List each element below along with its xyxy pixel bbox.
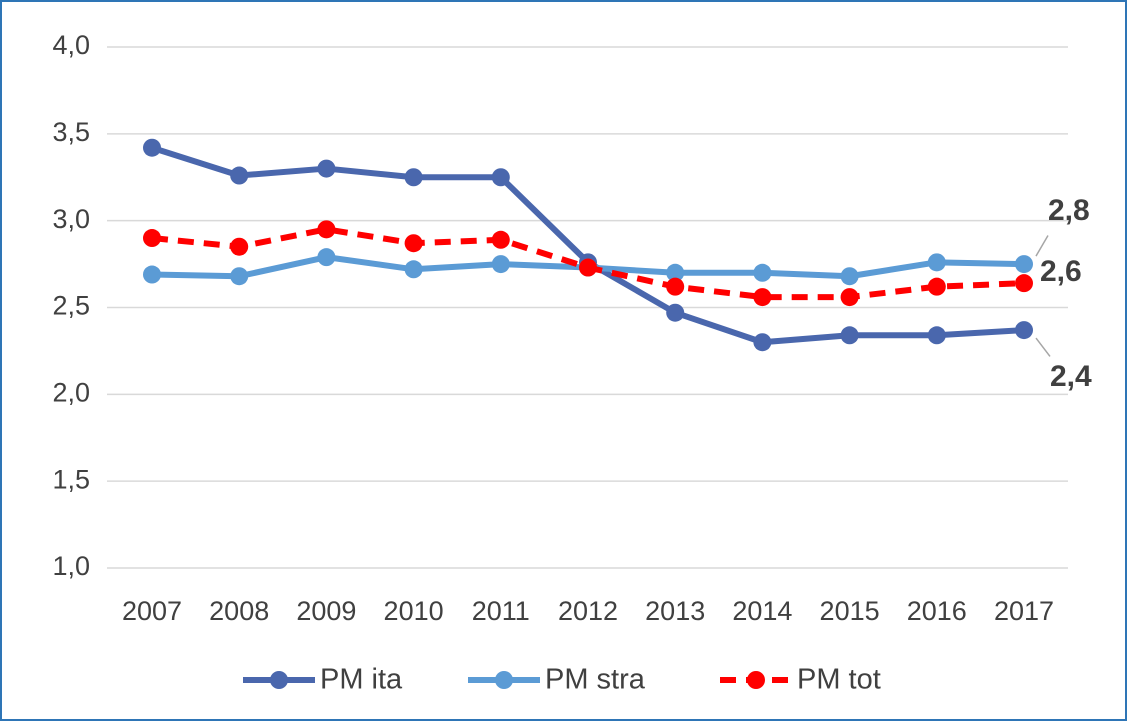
plot-area: 2,4 2,8 2,6 — [143, 138, 1092, 393]
grid: 1,0 1,5 2,0 2,5 3,0 3,5 4,0 2007 2008 2009 2010 201… — [52, 30, 1068, 626]
x-tick-label: 2009 — [296, 596, 356, 626]
data-point — [491, 168, 510, 187]
x-tick-label: 2015 — [820, 596, 880, 626]
y-tick-label: 1,5 — [52, 464, 90, 494]
x-tick-label: 2010 — [384, 596, 444, 626]
leader-line — [1035, 337, 1051, 357]
data-point — [579, 258, 597, 277]
data-point — [927, 326, 946, 345]
data-point — [317, 159, 336, 178]
leader-line — [1035, 235, 1049, 257]
data-point — [666, 263, 685, 282]
data-point — [840, 267, 859, 286]
x-tick-label: 2007 — [122, 596, 182, 626]
data-point — [317, 248, 336, 267]
data-point — [840, 288, 859, 307]
data-point — [404, 260, 423, 279]
y-tick-label: 3,5 — [52, 117, 90, 147]
data-point — [927, 253, 946, 272]
x-tick-label: 2017 — [994, 596, 1054, 626]
x-tick-label: 2016 — [907, 596, 967, 626]
data-point — [666, 303, 685, 322]
legend: PM ita PM stra PM tot — [243, 664, 881, 696]
y-tick-label: 2,0 — [52, 377, 90, 407]
data-point — [491, 230, 510, 249]
data-label: 2,6 — [1040, 255, 1082, 288]
y-tick-label: 3,0 — [52, 204, 90, 234]
data-label: 2,8 — [1048, 194, 1090, 227]
y-tick-label: 4,0 — [52, 30, 90, 60]
legend-marker — [747, 671, 765, 689]
data-point — [1015, 255, 1033, 274]
x-tick-label: 2008 — [209, 596, 269, 626]
legend-label: PM tot — [797, 664, 881, 696]
data-point — [753, 288, 772, 307]
data-point — [404, 168, 423, 187]
x-tick-label: 2013 — [645, 596, 705, 626]
y-tick-label: 1,0 — [52, 551, 90, 581]
legend-marker — [270, 671, 288, 689]
data-point — [143, 138, 161, 157]
data-point — [404, 234, 423, 253]
data-point — [491, 255, 510, 274]
data-point — [927, 277, 946, 296]
y-tick-label: 2,5 — [52, 291, 90, 321]
legend-label: PM stra — [545, 664, 646, 696]
x-tick-label: 2012 — [558, 596, 618, 626]
legend-label: PM ita — [320, 664, 403, 696]
data-point — [143, 229, 161, 248]
data-point — [230, 166, 249, 185]
x-tick-label: 2011 — [472, 596, 530, 626]
x-tick-label: 2014 — [732, 596, 792, 626]
data-point — [230, 267, 249, 286]
data-point — [1015, 321, 1033, 340]
legend-marker — [495, 671, 513, 689]
data-point — [666, 277, 685, 296]
data-point — [317, 220, 336, 239]
data-point — [1015, 274, 1033, 293]
data-point — [143, 265, 161, 284]
data-point — [753, 333, 772, 352]
data-label: 2,4 — [1050, 360, 1092, 393]
data-point — [840, 326, 859, 345]
data-point — [230, 237, 249, 256]
data-point — [753, 263, 772, 282]
